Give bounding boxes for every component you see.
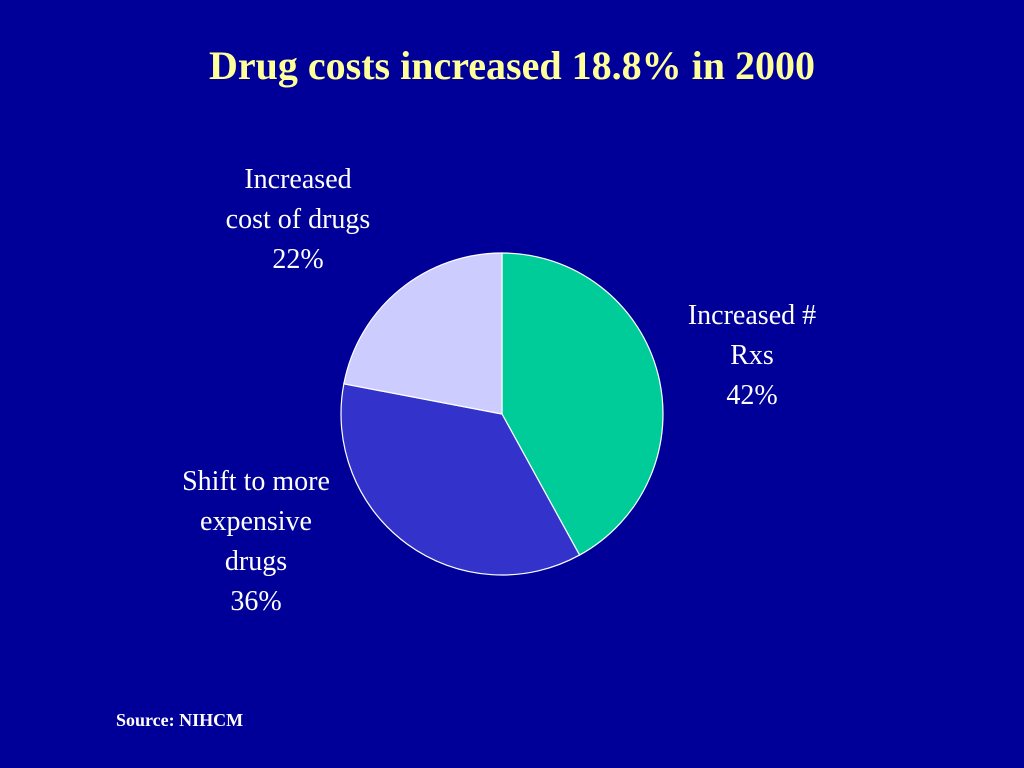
slice-label-increased-rxs: Increased # Rxs 42% <box>652 296 852 416</box>
slice-label-shift-expensive: Shift to more expensive drugs 36% <box>148 462 364 622</box>
pie-slice <box>501 252 664 556</box>
chart-title: Drug costs increased 18.8% in 2000 <box>209 43 815 88</box>
pie-slice <box>343 252 503 415</box>
slice-label-line: Rxs <box>730 340 774 371</box>
slice-label-line: Increased # <box>687 300 817 331</box>
slice-value-label: 36% <box>230 586 282 617</box>
slice-label-line: Shift to more <box>182 466 330 497</box>
slice-label-line: Increased <box>244 164 352 195</box>
slice-label-cost-of-drugs: Increased cost of drugs 22% <box>188 160 408 280</box>
slice-value-label: 42% <box>726 380 778 411</box>
pie-slice <box>340 383 581 576</box>
slice-value-label: 22% <box>272 244 324 275</box>
slice-label-line: drugs <box>224 546 288 577</box>
slice-label-line: cost of drugs <box>225 204 371 235</box>
source-note: Source: NIHCM <box>116 710 244 730</box>
slice-label-line: expensive <box>200 506 312 537</box>
